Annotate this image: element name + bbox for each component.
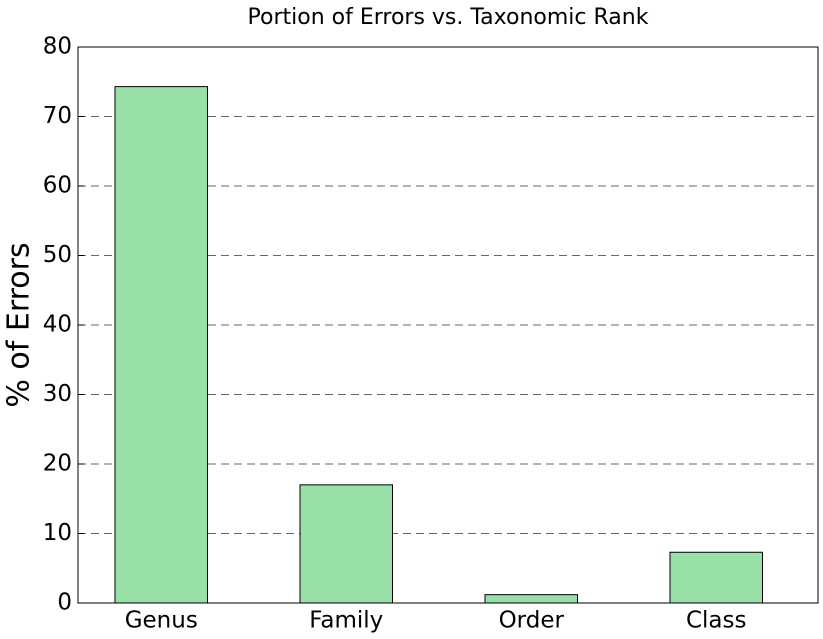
y-axis-label: % of Errors [2,242,37,407]
y-tick-label: 40 [43,312,72,338]
x-tick-label: Family [309,608,383,634]
y-tick-label: 20 [43,451,72,477]
bar [669,551,763,604]
y-tick-label: 30 [43,381,72,407]
y-tick-label: 10 [43,520,72,546]
y-tick-label: 60 [43,173,72,199]
plot-frame [77,46,819,604]
x-tick-label: Class [686,608,747,634]
y-tick-label: 70 [43,103,72,129]
bar [484,594,578,604]
y-tick-label: 50 [43,242,72,268]
x-tick-label: Order [499,608,565,634]
y-tick-label: 0 [57,590,72,616]
x-tick-label: Genus [125,608,198,634]
y-tick-label: 80 [43,34,72,60]
bar [299,484,393,604]
chart-title: Portion of Errors vs. Taxonomic Rank [248,5,649,30]
bar [114,86,208,604]
